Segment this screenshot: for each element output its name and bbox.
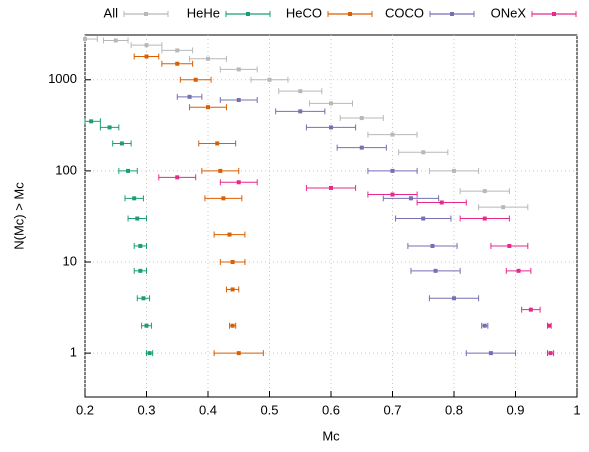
point <box>236 67 241 72</box>
point <box>236 180 241 185</box>
point <box>227 232 232 237</box>
point <box>138 268 143 273</box>
point <box>267 77 272 82</box>
point <box>187 94 192 99</box>
y-tick-label: 1000 <box>48 71 77 86</box>
point <box>215 141 220 146</box>
y-tick-label: 1 <box>70 345 77 360</box>
point <box>89 119 94 124</box>
point <box>298 109 303 114</box>
point <box>482 189 487 194</box>
point <box>452 296 456 301</box>
point <box>147 351 152 356</box>
point <box>221 196 226 201</box>
legend-label: All <box>104 5 119 20</box>
point <box>298 89 303 94</box>
point <box>421 216 426 221</box>
x-tick-label: 0.8 <box>445 402 463 417</box>
point <box>230 287 235 292</box>
point <box>439 200 444 205</box>
point <box>132 196 137 201</box>
point <box>329 125 333 130</box>
point <box>83 37 87 42</box>
point <box>482 216 487 221</box>
point <box>482 323 487 328</box>
legend-swatch <box>144 12 148 16</box>
x-tick-label: 0.5 <box>260 402 278 417</box>
point <box>135 216 140 221</box>
point <box>175 48 180 53</box>
point <box>452 168 456 173</box>
legend-swatch <box>450 12 454 16</box>
point <box>206 105 210 110</box>
point <box>236 351 241 356</box>
point <box>548 351 553 356</box>
point <box>175 175 180 180</box>
point <box>390 168 395 173</box>
legend-swatch <box>348 12 352 16</box>
point <box>175 61 180 66</box>
point <box>359 145 364 150</box>
legend-swatch <box>552 12 556 16</box>
x-tick-label: 0.4 <box>199 402 217 417</box>
point <box>488 351 493 356</box>
legend-label: HeHe <box>187 5 220 20</box>
point <box>329 185 333 190</box>
point <box>107 125 112 130</box>
point <box>516 268 521 273</box>
point <box>359 116 364 121</box>
legend-label: HeCO <box>286 5 322 20</box>
x-tick-label: 0.2 <box>76 402 94 417</box>
point <box>507 243 512 248</box>
x-axis-label: Mc <box>322 428 340 443</box>
point <box>547 323 552 328</box>
y-tick-label: 10 <box>63 253 77 268</box>
point <box>230 323 235 328</box>
point <box>528 307 533 312</box>
point <box>408 196 413 201</box>
legend-label: ONeX <box>491 5 527 20</box>
point <box>144 43 149 48</box>
point <box>126 168 131 173</box>
point <box>193 77 198 82</box>
point <box>144 54 149 59</box>
point <box>421 150 426 155</box>
point <box>430 243 435 248</box>
point <box>230 260 235 265</box>
x-tick-label: 0.6 <box>322 402 340 417</box>
point <box>113 38 118 43</box>
x-tick-label: 0.7 <box>383 402 401 417</box>
x-tick-label: 1 <box>573 402 580 417</box>
point <box>144 323 149 328</box>
point <box>329 101 333 106</box>
point <box>138 243 143 248</box>
point <box>119 141 124 146</box>
point <box>141 296 146 301</box>
point <box>236 97 241 102</box>
point <box>390 132 395 137</box>
legend-label: COCO <box>385 5 424 20</box>
legend-swatch <box>246 12 250 16</box>
point <box>206 56 210 61</box>
point <box>501 205 506 210</box>
y-tick-label: 100 <box>55 162 77 177</box>
y-axis-label: N(Mc) > Mc <box>11 182 26 250</box>
x-tick-label: 0.3 <box>137 402 155 417</box>
point <box>390 192 395 197</box>
point <box>433 268 438 273</box>
x-tick-label: 0.9 <box>506 402 524 417</box>
point <box>218 168 223 173</box>
